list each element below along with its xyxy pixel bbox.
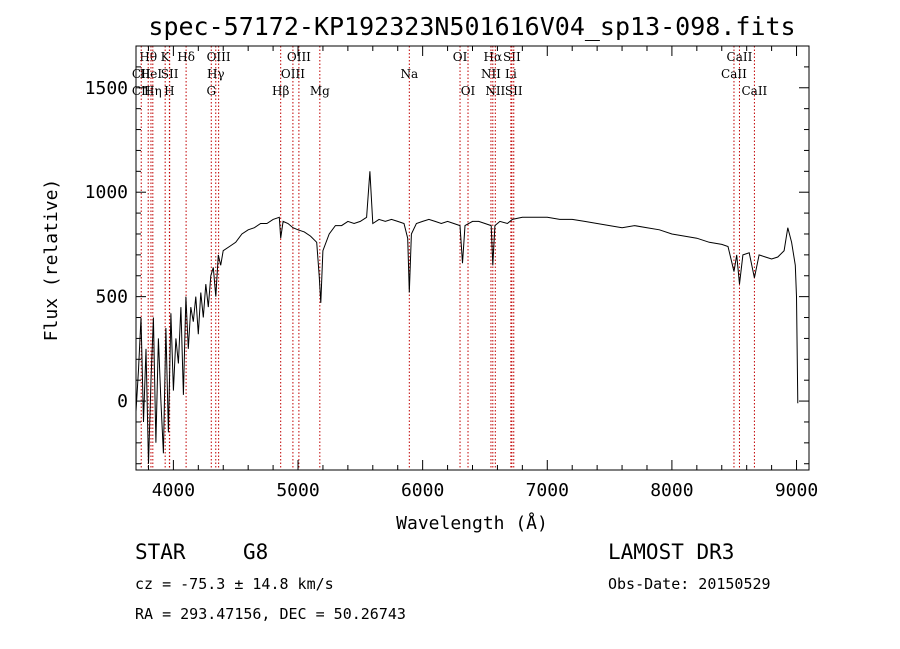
x-tick-label: 8000 <box>650 480 693 501</box>
y-tick-label: 1000 <box>85 182 128 203</box>
y-axis-title: Flux (relative) <box>41 179 62 342</box>
line-marker-label: NII <box>485 84 505 98</box>
line-marker-label: NII <box>481 67 501 81</box>
line-marker-label: CaII <box>721 67 747 81</box>
line-marker-label: Hδ <box>177 50 195 64</box>
line-marker-label: Hη <box>144 84 162 98</box>
line-marker-label: CaII <box>727 50 753 64</box>
object-subclass: G8 <box>243 540 268 564</box>
x-axis-title: Wavelength (Å) <box>396 512 548 534</box>
line-marker-label: Hθ <box>139 50 157 64</box>
line-marker-label: CII <box>132 67 151 81</box>
coordinates-text: RA = 293.47156, DEC = 50.26743 <box>135 605 406 623</box>
line-marker-label: Hα <box>484 50 503 64</box>
line-marker-label: Hγ <box>207 67 225 81</box>
line-marker-label: SII <box>503 50 521 64</box>
line-marker-label: OIII <box>287 50 311 64</box>
x-tick-label: 5000 <box>276 480 319 501</box>
x-tick-label: 4000 <box>152 480 195 501</box>
line-marker-label: SII <box>505 84 523 98</box>
y-tick-label: 500 <box>95 287 128 308</box>
velocity-text: cz = -75.3 ± 14.8 km/s <box>135 575 334 593</box>
x-tick-label: 7000 <box>526 480 569 501</box>
line-marker-label: Mg <box>310 84 330 98</box>
line-marker-label: OI <box>461 84 476 98</box>
plot-frame <box>135 45 810 471</box>
line-marker-label: OIII <box>281 67 305 81</box>
spectrum-line <box>135 171 799 464</box>
line-marker-label: Hβ <box>272 84 289 98</box>
axis-ticks <box>136 45 809 470</box>
line-marker-label: OI <box>453 50 468 64</box>
obs-date-text: Obs-Date: 20150529 <box>608 575 771 593</box>
line-marker-label: Na <box>400 67 418 81</box>
x-tick-label: 9000 <box>775 480 818 501</box>
chart-title: spec-57172-KP192323N501616V04_sp13-098.f… <box>148 12 795 41</box>
tick-labels: 4000 5000 6000 7000 8000 9000 0 500 1000 1500 <box>85 78 819 501</box>
y-tick-label: 1500 <box>85 78 128 99</box>
line-marker-label: HeI <box>140 67 163 81</box>
object-class: STAR <box>135 540 186 564</box>
line-marker-label: OIII <box>207 50 231 64</box>
x-tick-label: 6000 <box>401 480 444 501</box>
line-marker-label: G <box>206 84 216 98</box>
line-marker-label: K <box>161 50 171 64</box>
y-tick-label: 0 <box>117 391 128 412</box>
line-marker-label: H <box>164 84 174 98</box>
line-marker-label: CaII <box>741 84 767 98</box>
line-marker-label: Li <box>505 67 517 81</box>
survey-name: LAMOST DR3 <box>608 540 734 564</box>
